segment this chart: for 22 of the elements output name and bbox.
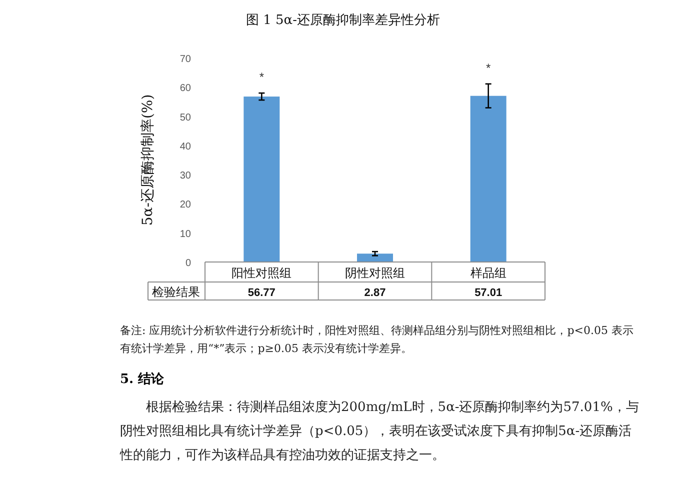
y-tick-label: 60 bbox=[180, 83, 192, 94]
text: 5. 结论 bbox=[120, 371, 164, 388]
data-label: 2.87 bbox=[364, 287, 386, 299]
x-tick-label: 阴性对照组 bbox=[345, 266, 405, 280]
text: 检验结果 bbox=[152, 285, 200, 299]
y-tick-label: 10 bbox=[180, 228, 192, 240]
data-label: 56.77 bbox=[248, 287, 276, 299]
y-tick-label: 20 bbox=[180, 200, 192, 211]
data-label: 57.01 bbox=[474, 287, 502, 299]
y-tick-label: 70 bbox=[180, 54, 192, 65]
x-tick-label: 样品组 bbox=[470, 266, 506, 280]
annotation: * bbox=[486, 60, 491, 75]
y-axis-title: 5α-还原酶抑制率(%) bbox=[140, 94, 156, 226]
chart-title: 图 1 5α-还原酶抑制率差异性分析 bbox=[246, 12, 440, 28]
y-tick-label: 50 bbox=[180, 112, 192, 124]
annotation: * bbox=[259, 70, 264, 84]
text: 备注: 应用统计分析软件进行分析统计时，阳性对照组、待测样品组分别与阴性对照组相比，p<0.05 表示有统计学差异，用“*”表示；p≥0.05 表示没有统计学差异。 bbox=[120, 323, 634, 357]
x-tick-label: 阳性对照组 bbox=[232, 266, 292, 280]
y-tick-label: 40 bbox=[180, 141, 192, 152]
y-tick-label: 0 bbox=[185, 258, 192, 269]
y-tick-label: 30 bbox=[180, 170, 192, 182]
text: 根据检验结果：待测样品组浓度为200mg/mL时，5α-还原酶抑制率约为57.01%，与阴性对照组相比具有统计学差异（p<0.05），表明在该受试浓度下具有抑制5α-还原酶活性的能力，可作为该样品具有控油功效的证据支持之一。 bbox=[120, 399, 640, 465]
